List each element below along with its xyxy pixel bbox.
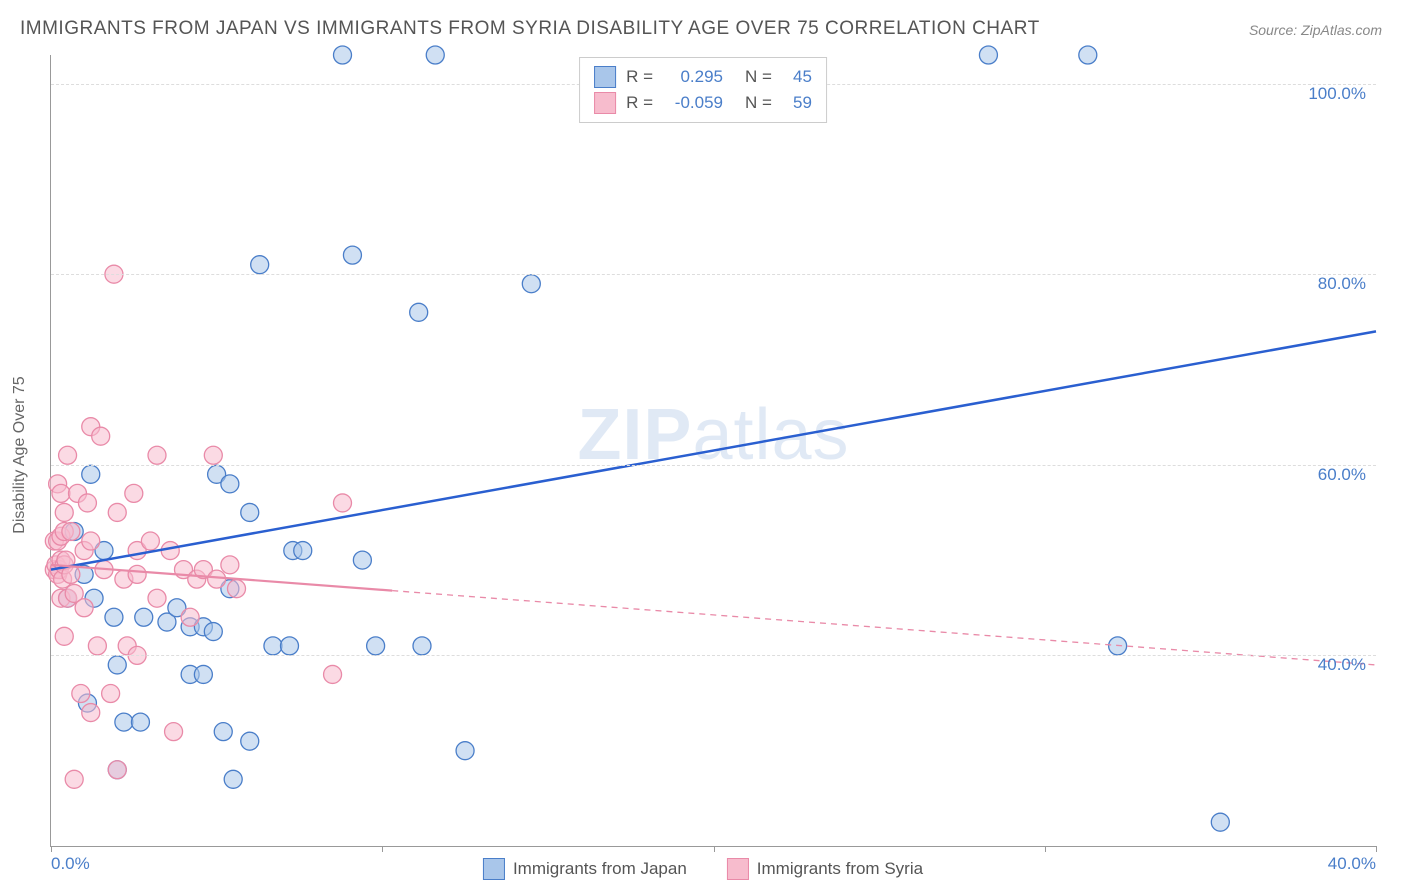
legend-row: R = 0.295 N = 45 — [594, 64, 812, 90]
scatter-point — [135, 608, 153, 626]
source-attribution: Source: ZipAtlas.com — [1249, 22, 1382, 38]
trend-line-dashed — [392, 591, 1376, 665]
scatter-point — [208, 570, 226, 588]
legend-r-label: R = — [626, 93, 653, 113]
legend-n-label: N = — [745, 93, 772, 113]
legend-n-label: N = — [745, 67, 772, 87]
x-tick — [1376, 846, 1377, 852]
scatter-point — [1079, 46, 1097, 64]
scatter-point — [92, 427, 110, 445]
scatter-point — [413, 637, 431, 655]
scatter-point — [108, 761, 126, 779]
legend-swatch — [594, 92, 616, 114]
scatter-point — [194, 665, 212, 683]
scatter-point — [979, 46, 997, 64]
scatter-point — [264, 637, 282, 655]
legend-series: Immigrants from Japan Immigrants from Syr… — [483, 858, 923, 880]
grid-line — [51, 274, 1376, 275]
scatter-point — [228, 580, 246, 598]
legend-series-item: Immigrants from Syria — [727, 858, 923, 880]
scatter-point — [204, 623, 222, 641]
scatter-point — [241, 503, 259, 521]
scatter-point — [102, 685, 120, 703]
scatter-point — [128, 565, 146, 583]
y-tick-label: 80.0% — [1318, 274, 1366, 294]
x-tick — [51, 846, 52, 852]
scatter-point — [324, 665, 342, 683]
legend-r-value: -0.059 — [663, 93, 723, 113]
x-tick-label: 40.0% — [1328, 854, 1376, 874]
scatter-point — [55, 503, 73, 521]
scatter-point — [105, 608, 123, 626]
y-axis-title: Disability Age Over 75 — [11, 376, 29, 533]
scatter-point — [334, 494, 352, 512]
scatter-point — [214, 723, 232, 741]
scatter-point — [148, 446, 166, 464]
scatter-point — [456, 742, 474, 760]
scatter-point — [82, 532, 100, 550]
chart-plot-area: ZIPatlas 40.0%60.0%80.0%100.0%0.0%40.0% — [50, 55, 1376, 847]
legend-series-item: Immigrants from Japan — [483, 858, 687, 880]
scatter-point — [181, 608, 199, 626]
scatter-point — [52, 484, 70, 502]
legend-swatch — [594, 66, 616, 88]
scatter-point — [426, 46, 444, 64]
scatter-point — [88, 637, 106, 655]
legend-correlation-box: R = 0.295 N = 45 R = -0.059 N = 59 — [579, 57, 827, 123]
scatter-point — [115, 713, 133, 731]
scatter-point — [224, 770, 242, 788]
scatter-point — [334, 46, 352, 64]
y-tick-label: 40.0% — [1318, 655, 1366, 675]
scatter-point — [125, 484, 143, 502]
scatter-point — [82, 465, 100, 483]
legend-r-value: 0.295 — [663, 67, 723, 87]
scatter-point — [141, 532, 159, 550]
legend-swatch — [727, 858, 749, 880]
x-tick — [1045, 846, 1046, 852]
scatter-point — [75, 599, 93, 617]
scatter-point — [62, 523, 80, 541]
x-tick-label: 0.0% — [51, 854, 90, 874]
scatter-point — [221, 556, 239, 574]
scatter-point — [82, 704, 100, 722]
scatter-point — [131, 713, 149, 731]
legend-series-label: Immigrants from Syria — [757, 859, 923, 879]
legend-r-label: R = — [626, 67, 653, 87]
scatter-point — [251, 256, 269, 274]
scatter-point — [204, 446, 222, 464]
scatter-point — [78, 494, 96, 512]
scatter-point — [165, 723, 183, 741]
y-tick-label: 60.0% — [1318, 465, 1366, 485]
scatter-point — [55, 627, 73, 645]
scatter-plot-svg — [51, 55, 1376, 846]
scatter-point — [294, 542, 312, 560]
scatter-point — [1211, 813, 1229, 831]
scatter-point — [148, 589, 166, 607]
x-tick — [714, 846, 715, 852]
y-tick-label: 100.0% — [1308, 84, 1366, 104]
scatter-point — [65, 770, 83, 788]
scatter-point — [59, 446, 77, 464]
legend-row: R = -0.059 N = 59 — [594, 90, 812, 116]
scatter-point — [343, 246, 361, 264]
trend-line-solid — [51, 331, 1376, 569]
scatter-point — [241, 732, 259, 750]
x-tick — [382, 846, 383, 852]
scatter-point — [522, 275, 540, 293]
legend-n-value: 45 — [782, 67, 812, 87]
grid-line — [51, 465, 1376, 466]
scatter-point — [353, 551, 371, 569]
scatter-point — [410, 303, 428, 321]
legend-series-label: Immigrants from Japan — [513, 859, 687, 879]
scatter-point — [108, 656, 126, 674]
scatter-point — [108, 503, 126, 521]
chart-title: IMMIGRANTS FROM JAPAN VS IMMIGRANTS FROM… — [20, 18, 1040, 40]
scatter-point — [281, 637, 299, 655]
scatter-point — [367, 637, 385, 655]
grid-line — [51, 655, 1376, 656]
scatter-point — [221, 475, 239, 493]
legend-swatch — [483, 858, 505, 880]
scatter-point — [72, 685, 90, 703]
legend-n-value: 59 — [782, 93, 812, 113]
